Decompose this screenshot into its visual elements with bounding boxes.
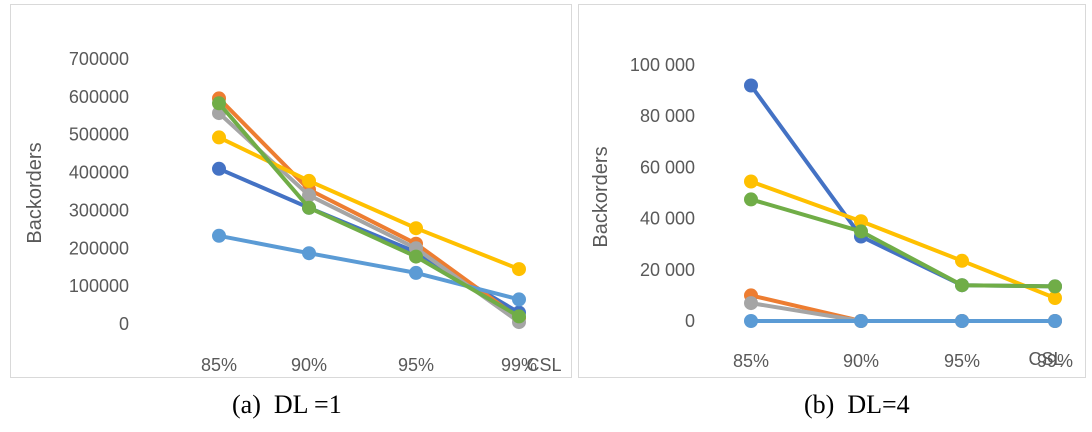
chart-b-x-tick: 90%	[843, 351, 879, 371]
chart-a-series-5-point	[302, 200, 316, 215]
chart-a-series-5-point	[212, 96, 226, 111]
chart-a-series-3-line	[217, 135, 521, 272]
chart-a-x-tick: 95%	[398, 355, 434, 375]
chart-b-series-3-point	[744, 174, 758, 189]
chart-b-y-tick: 40 000	[640, 209, 695, 229]
chart-b-series-3-point	[955, 253, 969, 268]
chart-b-y-tick: 60 000	[640, 157, 695, 177]
chart-b-y-tick: 80 000	[640, 106, 695, 126]
chart-b-y-tick: 20 000	[640, 260, 695, 280]
chart-b-x-axis-title: CSL	[1028, 349, 1063, 369]
chart-a-y-axis-title: Backorders	[24, 142, 46, 243]
chart-b-series-5-point	[744, 192, 758, 207]
chart-panel-a: 0 100000 200000 300000 400000 500000 600000 700…	[10, 4, 572, 378]
chart-b-y-axis-title: Backorders	[590, 146, 612, 247]
chart-a-y-tick: 600000	[69, 87, 129, 107]
chart-b-series-3-point	[1048, 291, 1062, 305]
chart-b-series-0-line	[749, 83, 1057, 289]
chart-a-y-tick: 500000	[69, 125, 129, 145]
chart-b-series-4-point	[854, 314, 868, 328]
caption-a: (a) DL =1	[232, 390, 342, 419]
chart-b-series-5-point	[854, 224, 868, 239]
chart-b-x-tick: 95%	[944, 351, 980, 371]
chart-b-series-4-point	[1048, 314, 1062, 328]
chart-a-series-4-point	[302, 246, 316, 261]
chart-a-series-0-point	[212, 161, 226, 176]
chart-a-series-4-point	[409, 265, 423, 280]
chart-a-series-5-point	[409, 249, 423, 264]
chart-a-series-2-point	[302, 188, 316, 203]
chart-b-x-tick: 99%	[1037, 351, 1073, 371]
chart-a-series-3-point	[212, 130, 226, 145]
chart-b-series-5-point	[955, 278, 969, 293]
chart-a-series-1-line	[217, 96, 521, 321]
chart-a-y-tick: 0	[119, 314, 129, 334]
chart-a-y-tick: 300000	[69, 200, 129, 220]
chart-a-series-5-point	[512, 309, 526, 324]
chart-a-x-tick: 85%	[201, 355, 237, 375]
chart-a-series-3-point	[409, 221, 423, 236]
chart-a-series-5-line	[217, 101, 521, 319]
chart-b-series-5-line	[749, 197, 1057, 289]
caption-b: (b) DL=4	[804, 390, 910, 419]
chart-b-series-1-line	[749, 293, 1057, 323]
chart-b-y-tick: 0	[685, 311, 695, 331]
chart-a-series-3-point	[302, 173, 316, 188]
chart-panel-b: 0 20 000 40 000 60 000 80 000 100 000 85% 90% 95…	[578, 4, 1086, 378]
chart-b-series-3-point	[854, 214, 868, 229]
chart-b: 0 20 000 40 000 60 000 80 000 100 000 85% 90% 95…	[590, 55, 1073, 371]
chart-b-series-4-point	[955, 314, 969, 328]
chart-b-series-5-point	[1048, 279, 1062, 294]
chart-a-series-4-point	[212, 228, 226, 243]
chart-a-y-tick: 100000	[69, 276, 129, 296]
chart-a-y-tick: 400000	[69, 163, 129, 183]
chart-b-x-tick: 85%	[733, 351, 769, 371]
chart-b-series-2-point	[744, 296, 758, 311]
chart-b-series-4-point	[744, 314, 758, 328]
chart-a-y-tick: 700000	[69, 49, 129, 69]
chart-a-y-tick: 200000	[69, 238, 129, 258]
chart-a-series-4-point	[512, 292, 526, 307]
chart-a-x-axis-title: CSL	[526, 355, 561, 375]
chart-a-x-tick: 99%	[501, 355, 537, 375]
chart-b-y-tick: 100 000	[630, 55, 695, 75]
chart-b-series-0-point	[744, 78, 758, 93]
chart-a-x-tick: 90%	[291, 355, 327, 375]
chart-b-series-3-line	[749, 179, 1057, 300]
chart-a: 0 100000 200000 300000 400000 500000 600000 700…	[24, 49, 562, 375]
chart-a-series-3-point	[512, 262, 526, 277]
